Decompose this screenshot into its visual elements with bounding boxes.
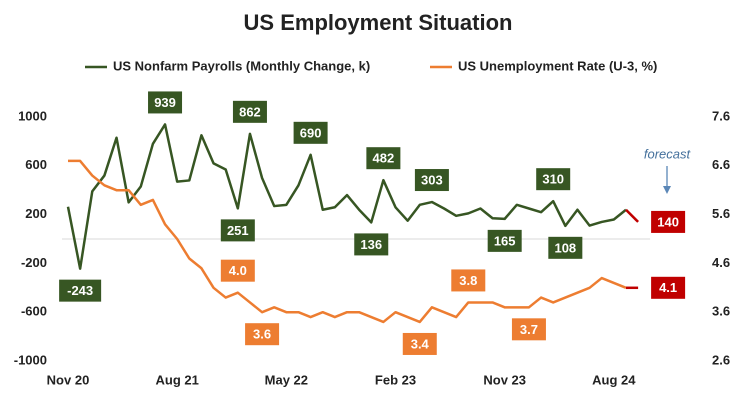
forecast-annotation: forecast xyxy=(644,146,692,161)
y-tick-label: 200 xyxy=(25,206,47,221)
data-label-box xyxy=(293,121,328,144)
data-label: 4.1 xyxy=(659,280,677,295)
y-tick-label: 1000 xyxy=(18,108,47,123)
data-label: -243 xyxy=(67,283,93,298)
y2-tick-label: 4.6 xyxy=(712,255,730,270)
legend-label: US Nonfarm Payrolls (Monthly Change, k) xyxy=(113,58,370,73)
y-tick-label: -200 xyxy=(21,255,47,270)
data-label: 140 xyxy=(657,214,679,229)
chart-title: US Employment Situation xyxy=(244,10,513,35)
data-label: 303 xyxy=(421,172,443,187)
data-label-box xyxy=(148,91,183,114)
x-tick-label: Aug 24 xyxy=(592,372,636,387)
data-label: 165 xyxy=(494,233,516,248)
data-label-box xyxy=(59,279,102,302)
data-label-box xyxy=(651,276,686,299)
data-label: 136 xyxy=(360,237,382,252)
x-tick-label: May 22 xyxy=(265,372,308,387)
data-label-box xyxy=(548,236,583,259)
data-label: 3.4 xyxy=(411,336,430,351)
data-label: 108 xyxy=(554,240,576,255)
data-label: 310 xyxy=(542,172,564,187)
y-tick-label: -600 xyxy=(21,304,47,319)
data-label-box xyxy=(511,318,546,341)
data-label: 4.0 xyxy=(229,263,247,278)
data-label: 3.8 xyxy=(459,273,477,288)
data-label-box xyxy=(366,147,401,170)
data-label-box xyxy=(414,169,449,192)
y2-tick-label: 2.6 xyxy=(712,352,730,367)
data-label-box xyxy=(232,100,267,123)
forecast-arrowhead xyxy=(663,186,671,194)
data-label: 3.7 xyxy=(520,322,538,337)
data-label: 690 xyxy=(300,125,322,140)
data-label-box xyxy=(451,269,486,292)
x-tick-label: Feb 23 xyxy=(375,372,416,387)
y-tick-label: -1000 xyxy=(14,352,47,367)
data-label: 862 xyxy=(239,104,261,119)
data-label-box xyxy=(402,332,437,355)
series-line xyxy=(68,159,627,324)
data-label-box xyxy=(651,210,686,233)
legend-label: US Unemployment Rate (U-3, %) xyxy=(458,58,657,73)
y2-tick-label: 7.6 xyxy=(712,108,730,123)
data-label: 3.6 xyxy=(253,327,271,342)
data-label-box xyxy=(487,229,522,252)
data-label-box xyxy=(354,233,389,256)
y2-tick-label: 3.6 xyxy=(712,304,730,319)
x-tick-label: Nov 23 xyxy=(483,372,526,387)
data-label-box xyxy=(220,259,255,282)
data-label-box xyxy=(220,219,255,242)
y-tick-label: 600 xyxy=(25,157,47,172)
x-tick-label: Aug 21 xyxy=(155,372,198,387)
y2-tick-label: 5.6 xyxy=(712,206,730,221)
data-label: 251 xyxy=(227,223,249,238)
x-tick-label: Nov 20 xyxy=(47,372,90,387)
forecast-segment xyxy=(625,208,639,223)
data-label: 939 xyxy=(154,95,176,110)
data-label: 482 xyxy=(373,151,395,166)
series-line xyxy=(66,123,627,270)
data-label-box xyxy=(536,168,571,191)
data-label-box xyxy=(245,323,280,346)
y2-tick-label: 6.6 xyxy=(712,157,730,172)
